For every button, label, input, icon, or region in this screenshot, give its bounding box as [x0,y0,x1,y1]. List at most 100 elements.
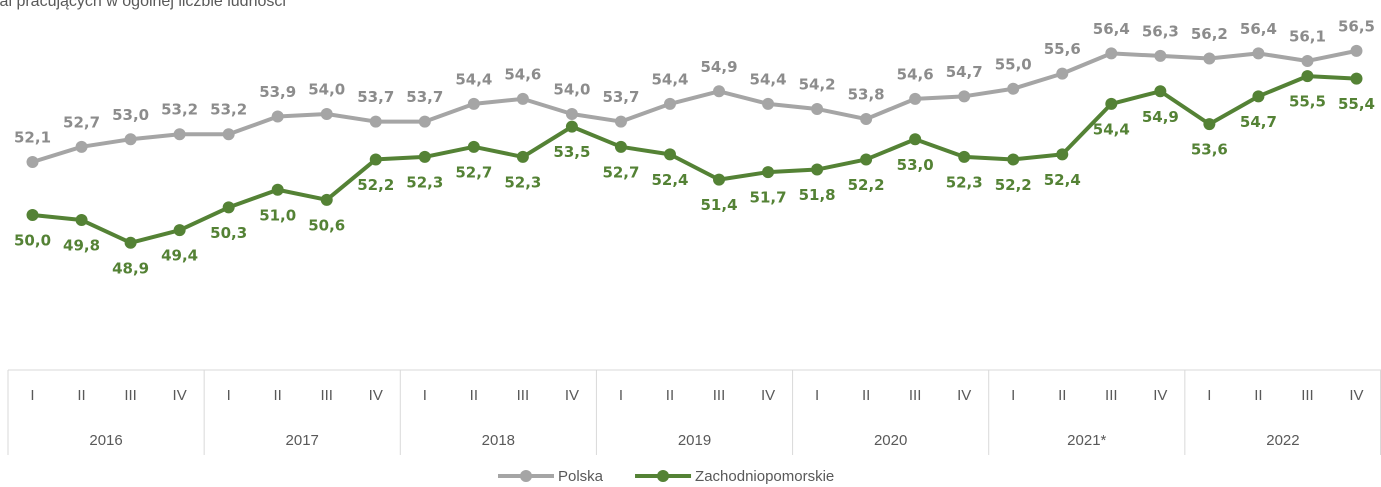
x-tick-label: III [1301,387,1314,404]
data-label: 56,5 [1338,17,1375,35]
data-label: 51,4 [701,196,738,214]
data-point [1154,85,1167,98]
data-point [860,153,873,166]
data-point [909,92,922,105]
data-point [222,128,235,141]
x-tick-label: II [77,387,85,404]
data-label: 52,7 [455,163,492,181]
data-point [369,115,382,128]
data-label: 56,3 [1142,22,1179,40]
x-group-label: 2019 [678,432,711,449]
data-point [565,120,578,133]
data-label: 54,7 [1240,113,1277,131]
data-point [75,140,88,153]
data-point [1105,97,1118,110]
legend-marker [520,470,532,482]
data-point [713,85,726,98]
data-point [1007,82,1020,95]
data-point [614,115,627,128]
data-label: 56,4 [1093,20,1130,38]
x-tick-label: I [30,387,34,404]
data-label: 51,8 [799,186,836,204]
series-line [31,48,1357,164]
data-point [467,140,480,153]
x-tick-label: III [517,387,530,404]
data-label: 51,0 [259,206,296,224]
data-point [762,166,775,179]
data-label: 53,6 [1191,141,1228,159]
data-point [762,97,775,110]
x-tick-label: IV [565,387,579,404]
data-point [369,153,382,166]
data-label: 54,4 [1093,120,1130,138]
data-label: 52,1 [14,128,51,146]
x-tick-label: III [320,387,333,404]
data-point [75,214,88,227]
data-point [909,133,922,146]
data-point [271,183,284,196]
data-point [467,97,480,110]
data-label: 54,4 [651,70,688,88]
data-point [320,193,333,206]
x-tick-label: IV [957,387,971,404]
x-tick-label: I [227,387,231,404]
data-label: 54,9 [1142,108,1179,126]
data-point [516,150,529,163]
x-tick-label: III [909,387,922,404]
data-label: 53,9 [259,83,296,101]
data-point [516,92,529,105]
data-point [958,150,971,163]
x-tick-label: III [1105,387,1118,404]
data-point [860,113,873,126]
data-label: 52,4 [651,171,688,189]
x-group-label: 2022 [1266,432,1299,449]
data-point [173,128,186,141]
data-point [418,150,431,163]
data-point [811,102,824,115]
data-point [222,201,235,214]
data-label: 53,2 [161,101,198,119]
x-tick-label: IV [1153,387,1167,404]
x-tick-label: II [1254,387,1262,404]
data-label: 54,6 [504,65,541,83]
data-label: 54,9 [701,58,738,76]
data-label: 49,4 [161,247,198,265]
data-label: 56,4 [1240,20,1277,38]
data-point [173,224,186,237]
x-tick-label: III [124,387,137,404]
x-tick-label: II [470,387,478,404]
data-label: 56,2 [1191,25,1228,43]
data-point [614,140,627,153]
data-point [1203,118,1216,131]
data-label: 55,6 [1044,40,1081,58]
data-point [958,90,971,103]
legend-marker [657,470,670,482]
data-point [1056,148,1069,161]
data-label: 55,4 [1338,95,1375,113]
x-group-label: 2016 [89,432,122,449]
data-point [713,173,726,186]
data-point [271,110,284,123]
data-label: 56,1 [1289,27,1326,45]
data-point [1056,67,1069,80]
data-label: 55,5 [1289,93,1326,111]
legend-label: Zachodniopomorskie [695,468,834,485]
data-label: 53,0 [112,106,149,124]
x-tick-label: IV [369,387,383,404]
x-tick-label: II [274,387,282,404]
data-point [418,115,431,128]
x-tick-label: II [1058,387,1066,404]
data-label: 52,4 [1044,171,1081,189]
data-label: 52,3 [406,173,443,191]
data-point [26,209,39,221]
data-label: 52,2 [995,176,1032,194]
data-point [565,108,578,120]
data-label: 52,3 [504,173,541,191]
data-label: 53,7 [602,88,639,106]
data-label: 52,3 [946,173,983,191]
data-label: 50,6 [308,216,345,234]
chart-title: ial pracujących w ogólnej liczbie ludnoś… [0,0,286,10]
data-point [663,148,676,161]
data-label: 55,0 [995,55,1032,73]
data-label: 54,6 [897,65,934,83]
